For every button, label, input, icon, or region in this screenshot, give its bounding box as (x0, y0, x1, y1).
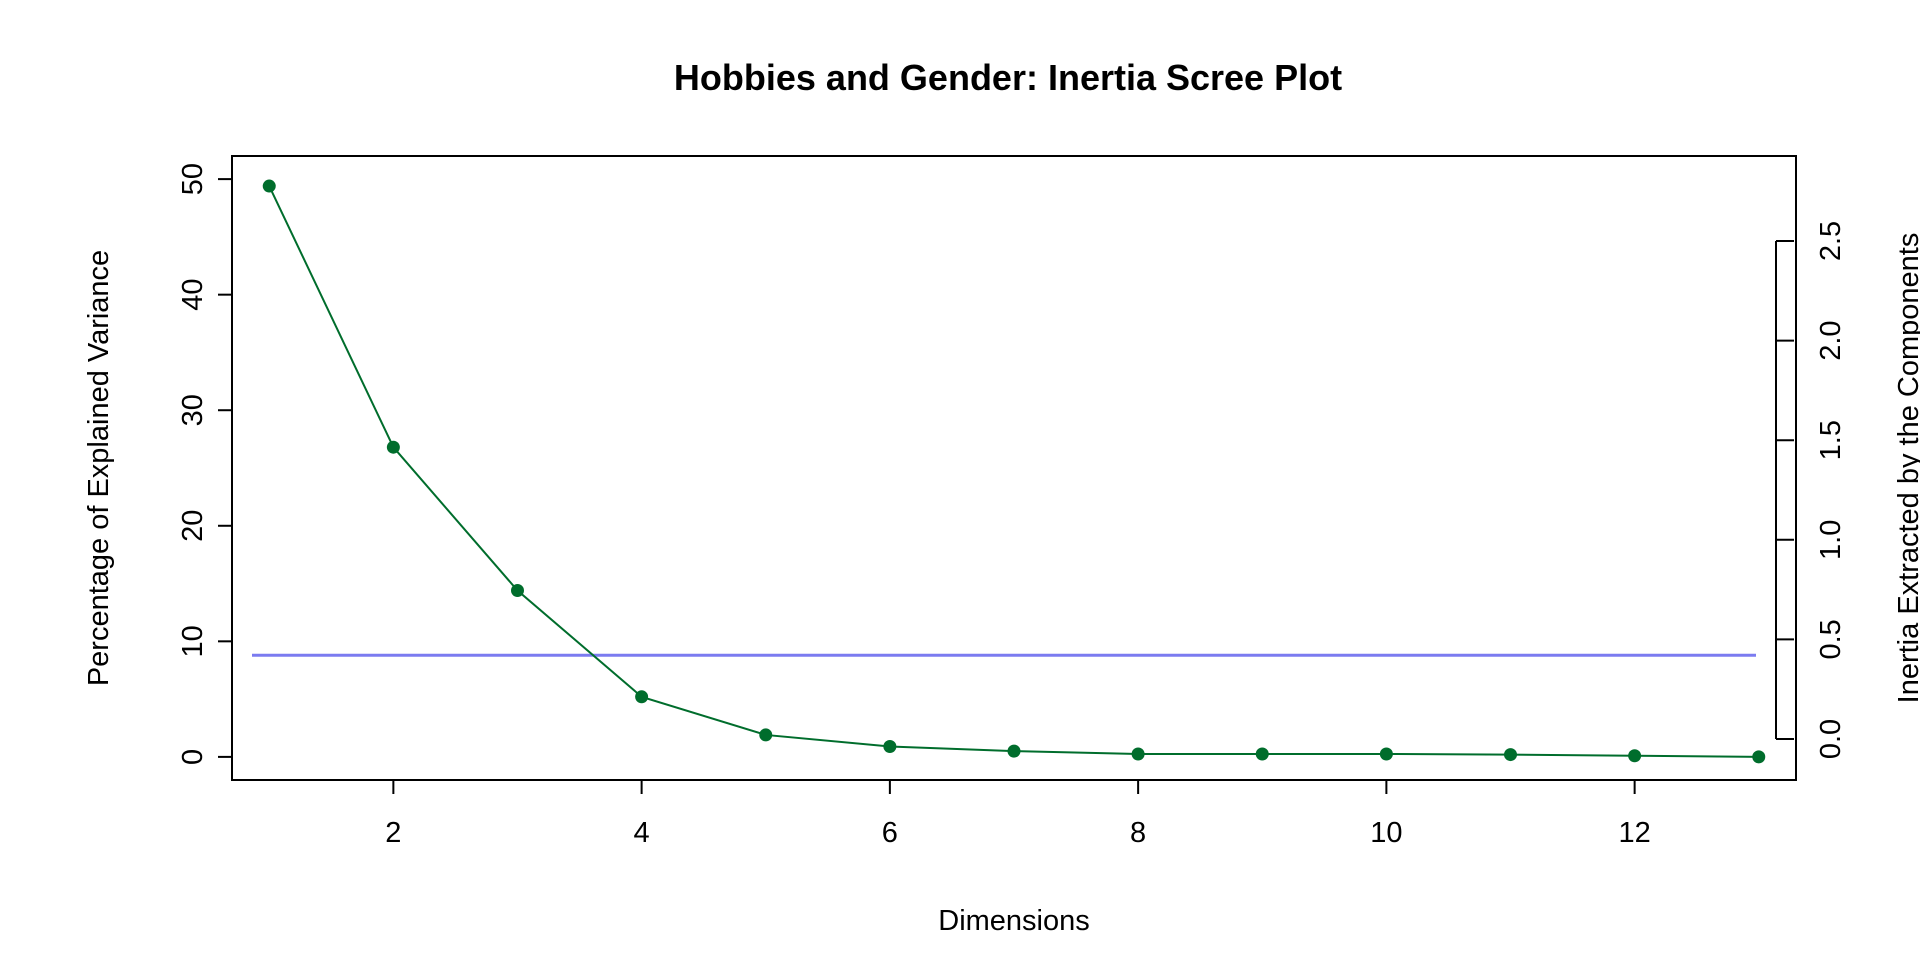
data-point (1255, 747, 1269, 761)
x-axis: 2 4 6 8 10 12 (385, 780, 1651, 849)
data-point (635, 690, 649, 704)
y2-tick-label: 2.0 (1815, 320, 1847, 360)
plot-frame (231, 155, 1797, 781)
data-point (386, 440, 400, 454)
x-tick-label: 4 (634, 817, 650, 849)
y2-tick-label: 0.0 (1815, 719, 1847, 759)
chart-title: Hobbies and Gender: Inertia Scree Plot (674, 57, 1342, 98)
y-tick-label: 0 (177, 749, 209, 765)
x-tick-label: 2 (385, 817, 401, 849)
y2-tick-label: 2.5 (1815, 221, 1847, 261)
y2-axis-label: Inertia Extracted by the Components (1893, 233, 1920, 704)
data-point (1752, 750, 1766, 764)
series-line (268, 185, 1759, 758)
y2-tick-label: 1.0 (1815, 520, 1847, 560)
x-tick-label: 12 (1619, 817, 1651, 849)
y-tick-label: 20 (177, 510, 209, 542)
series-layer (262, 179, 1766, 764)
x-axis-label: Dimensions (938, 905, 1090, 937)
y-tick-label: 50 (177, 163, 209, 195)
data-point (759, 728, 773, 742)
data-point (510, 583, 524, 597)
y-axis-label: Percentage of Explained Variance (83, 250, 115, 686)
data-point (883, 739, 897, 753)
y-tick-label: 10 (177, 625, 209, 657)
data-point (1379, 747, 1393, 761)
y-tick-label: 40 (177, 279, 209, 311)
y2-tick-label: 0.5 (1815, 619, 1847, 659)
data-point (1131, 747, 1145, 761)
y-tick-label: 30 (177, 394, 209, 426)
data-point (262, 179, 276, 193)
y-axis: 0 10 20 30 40 50 (177, 163, 232, 765)
x-tick-label: 8 (1130, 817, 1146, 849)
y2-tick-label: 1.5 (1815, 420, 1847, 460)
x-tick-label: 6 (882, 817, 898, 849)
x-tick-label: 10 (1370, 817, 1402, 849)
data-point (1007, 744, 1021, 758)
y2-axis: 0.0 0.5 1.0 1.5 2.0 2.5 (1775, 221, 1847, 759)
data-point (1504, 748, 1518, 762)
data-point (1628, 749, 1642, 763)
